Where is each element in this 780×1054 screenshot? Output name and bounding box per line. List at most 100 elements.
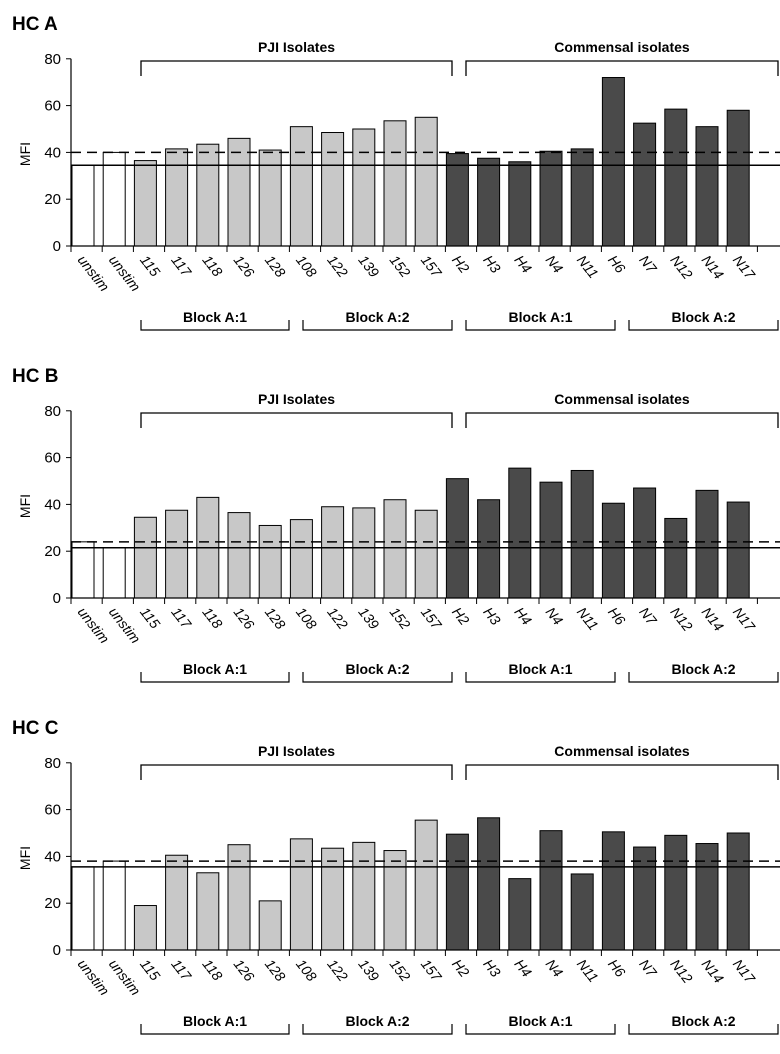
x-tick-label: N7 [636, 252, 660, 277]
bar [695, 843, 719, 951]
bar [726, 832, 750, 951]
bar [633, 122, 657, 247]
bar [165, 509, 189, 599]
y-tick-label: 40 [44, 496, 61, 513]
bar [227, 512, 251, 599]
bar [477, 157, 501, 247]
bar [477, 499, 501, 599]
x-tick-label: 128 [262, 956, 289, 984]
x-tick-label: 108 [293, 604, 320, 632]
x-tick-label: 126 [231, 604, 258, 632]
x-tick-label: 128 [262, 252, 289, 280]
bar [102, 547, 126, 599]
bar [258, 149, 282, 247]
x-tick-label: unstim [75, 252, 113, 295]
x-tick-label: N12 [667, 956, 696, 986]
panel-title: HC A [12, 14, 58, 35]
bar [133, 905, 157, 951]
block-bracket [140, 1024, 290, 1035]
y-tick-label: 20 [44, 543, 61, 560]
x-tick-label: N14 [699, 956, 728, 986]
bar [71, 164, 95, 247]
x-tick-label: 118 [199, 956, 225, 984]
x-tick-label: H3 [480, 252, 504, 276]
bar [726, 501, 750, 599]
y-tick-label: 40 [44, 848, 61, 865]
bar [508, 467, 532, 599]
y-tick-label: 0 [53, 238, 61, 255]
bar [664, 517, 688, 599]
block-label: Block A:2 [345, 661, 409, 677]
bar [508, 161, 532, 247]
bar [570, 148, 594, 247]
panel-title: HC B [12, 366, 58, 387]
bar [196, 143, 220, 247]
bar [414, 819, 438, 951]
x-tick-label: N17 [730, 604, 759, 635]
x-tick-label: 128 [262, 604, 289, 632]
x-tick-label: unstim [75, 956, 113, 999]
bar [321, 132, 345, 247]
x-tick-label: N7 [636, 956, 660, 981]
block-bracket [302, 1024, 453, 1035]
block-label: Block A:2 [671, 309, 735, 325]
bar [258, 524, 282, 599]
x-tick-label: unstim [106, 956, 144, 999]
block-label: Block A:2 [345, 309, 409, 325]
bar [477, 817, 501, 951]
bar [196, 872, 220, 951]
y-tick-label: 20 [44, 191, 61, 208]
x-tick-label: 122 [324, 604, 351, 632]
x-tick-label: 126 [231, 956, 258, 984]
x-tick-label: 126 [231, 252, 258, 280]
bar [633, 846, 657, 951]
bar [633, 487, 657, 599]
x-tick-label: N4 [543, 956, 567, 980]
bar [383, 120, 407, 247]
block-bracket [628, 672, 779, 683]
group-label: PJI Isolates [258, 743, 335, 759]
block-label: Block A:2 [671, 1013, 735, 1029]
x-tick-label: N11 [574, 604, 602, 633]
y-tick-label: 40 [44, 144, 61, 161]
bar [445, 153, 469, 247]
bar [352, 128, 376, 247]
y-tick-label: 0 [53, 590, 61, 607]
y-axis-label: MFI [17, 846, 33, 870]
group-bracket [465, 412, 779, 428]
bar [352, 507, 376, 599]
x-tick-label: 115 [137, 252, 163, 280]
y-tick-label: 60 [44, 450, 61, 467]
bar [726, 109, 750, 247]
x-tick-label: 118 [199, 252, 225, 280]
bar [321, 847, 345, 951]
x-tick-label: 122 [324, 956, 351, 984]
block-label: Block A:1 [183, 1013, 247, 1029]
bar [695, 126, 719, 247]
group-label: PJI Isolates [258, 39, 335, 55]
bar [133, 516, 157, 599]
bar [601, 77, 625, 247]
block-bracket [302, 672, 453, 683]
x-tick-label: H4 [511, 252, 535, 276]
block-bracket [628, 1024, 779, 1035]
bar [102, 151, 126, 247]
x-tick-label: 108 [293, 956, 320, 984]
block-bracket [465, 672, 616, 683]
bar [321, 506, 345, 599]
bar [289, 519, 313, 599]
bar [71, 541, 95, 599]
x-tick-label: 157 [418, 956, 446, 985]
x-tick-label: N12 [667, 252, 696, 282]
y-tick-label: 60 [44, 802, 61, 819]
group-bracket [140, 412, 453, 428]
block-label: Block A:2 [345, 1013, 409, 1029]
x-tick-label: H2 [449, 252, 473, 276]
bar [133, 160, 157, 247]
bar [258, 900, 282, 951]
x-tick-label: H3 [480, 604, 504, 628]
x-tick-label: 117 [168, 252, 195, 280]
